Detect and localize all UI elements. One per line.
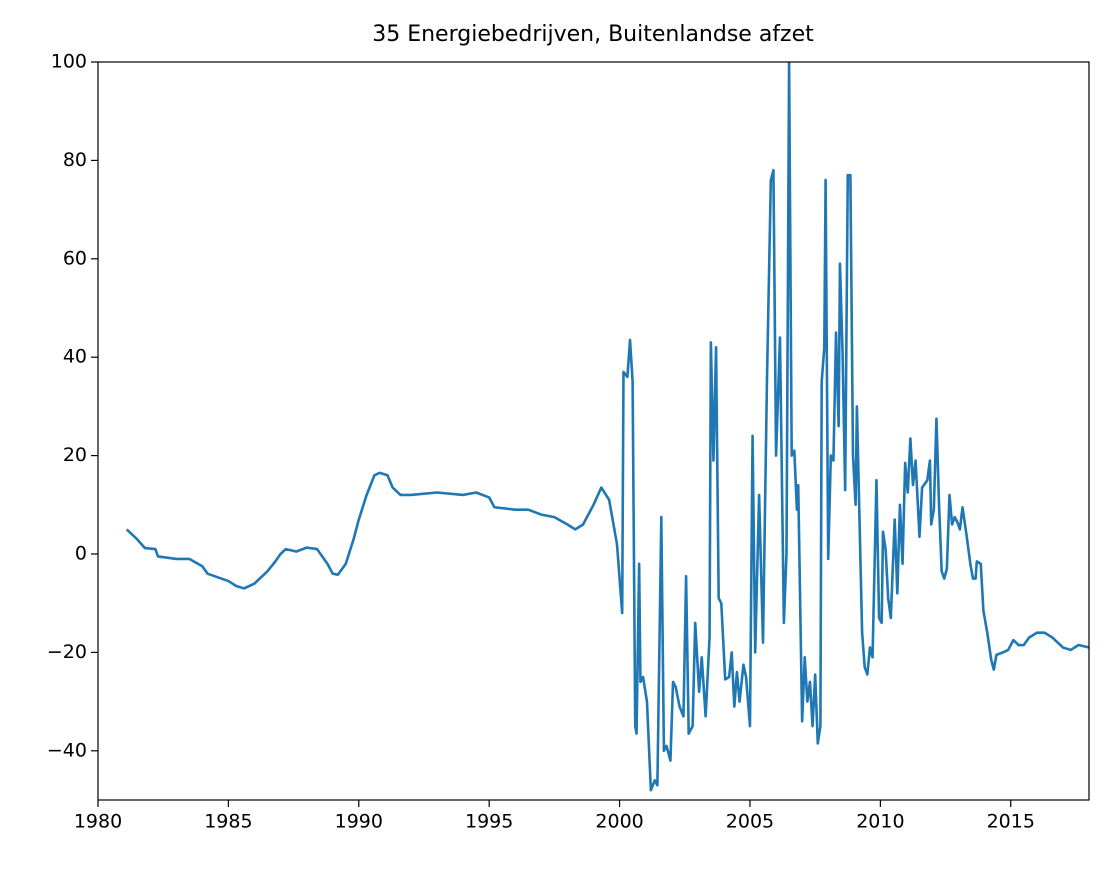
y-tick-label: 20: [63, 444, 87, 466]
x-tick-label: 1980: [74, 811, 122, 833]
x-tick-label: 2010: [856, 811, 904, 833]
x-tick-label: 2005: [726, 811, 774, 833]
x-tick-label: 1995: [465, 811, 513, 833]
x-tick-label: 2000: [595, 811, 643, 833]
y-tick-label: 80: [63, 149, 87, 171]
x-tick-label: 1985: [204, 811, 252, 833]
y-tick-label: 0: [75, 543, 87, 565]
plot-frame: [97, 61, 1090, 801]
chart-title: 35 Energiebedrijven, Buitenlandse afzet: [372, 22, 814, 47]
x-tick-label: 1990: [335, 811, 383, 833]
y-tick-label: −20: [47, 641, 87, 663]
y-tick-label: 100: [51, 51, 87, 73]
y-tick-label: 60: [63, 247, 87, 269]
x-tick-label: 2015: [987, 811, 1035, 833]
y-tick-label: 40: [63, 346, 87, 368]
data-line: [125, 62, 1089, 792]
y-tick-label: −40: [47, 739, 87, 761]
